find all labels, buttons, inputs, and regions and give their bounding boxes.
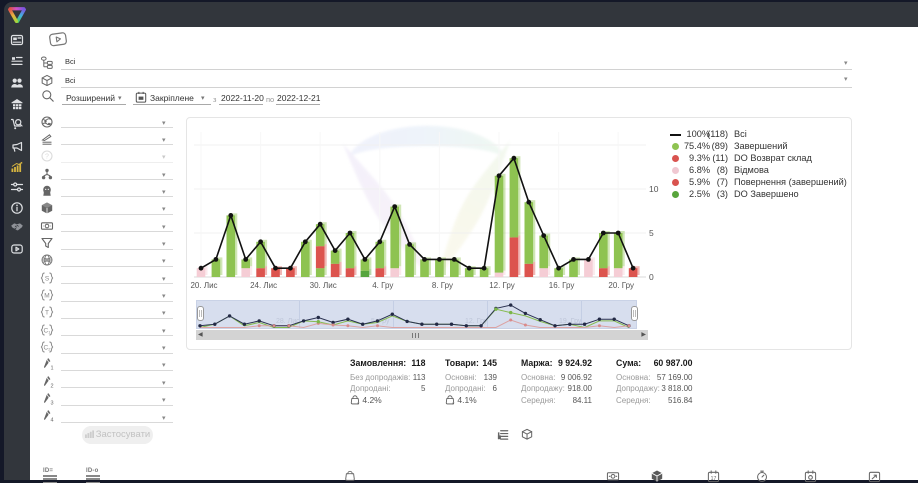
svg-text:12. Гру: 12. Гру [489,281,515,290]
svg-text:0: 0 [649,272,654,282]
svg-text:?: ? [45,154,49,161]
svg-text:2: 2 [51,383,54,389]
svg-text:10: 10 [649,184,659,194]
svg-text:16. Гру: 16. Гру [549,281,575,290]
svg-text:x: x [452,401,454,404]
svg-text:24. Лис: 24. Лис [250,281,277,290]
svg-text:C2: C2 [44,344,52,351]
svg-text:8. Гру: 8. Гру [432,281,453,290]
svg-text:20. Гру: 20. Гру [608,281,634,290]
svg-text:M: M [44,292,49,299]
svg-text:20. Лис: 20. Лис [190,281,217,290]
svg-text:T: T [45,310,49,317]
svg-text:17: 17 [711,476,717,482]
svg-text:C1: C1 [44,327,52,334]
svg-text:S: S [45,275,50,282]
svg-text:4: 4 [51,418,54,424]
svg-text:1: 1 [51,366,54,372]
svg-text:30. Лис: 30. Лис [310,281,337,290]
svg-text:4. Гру: 4. Гру [372,281,393,290]
svg-text:5: 5 [649,228,654,238]
svg-text:3: 3 [51,401,54,407]
svg-text:x: x [357,401,359,404]
